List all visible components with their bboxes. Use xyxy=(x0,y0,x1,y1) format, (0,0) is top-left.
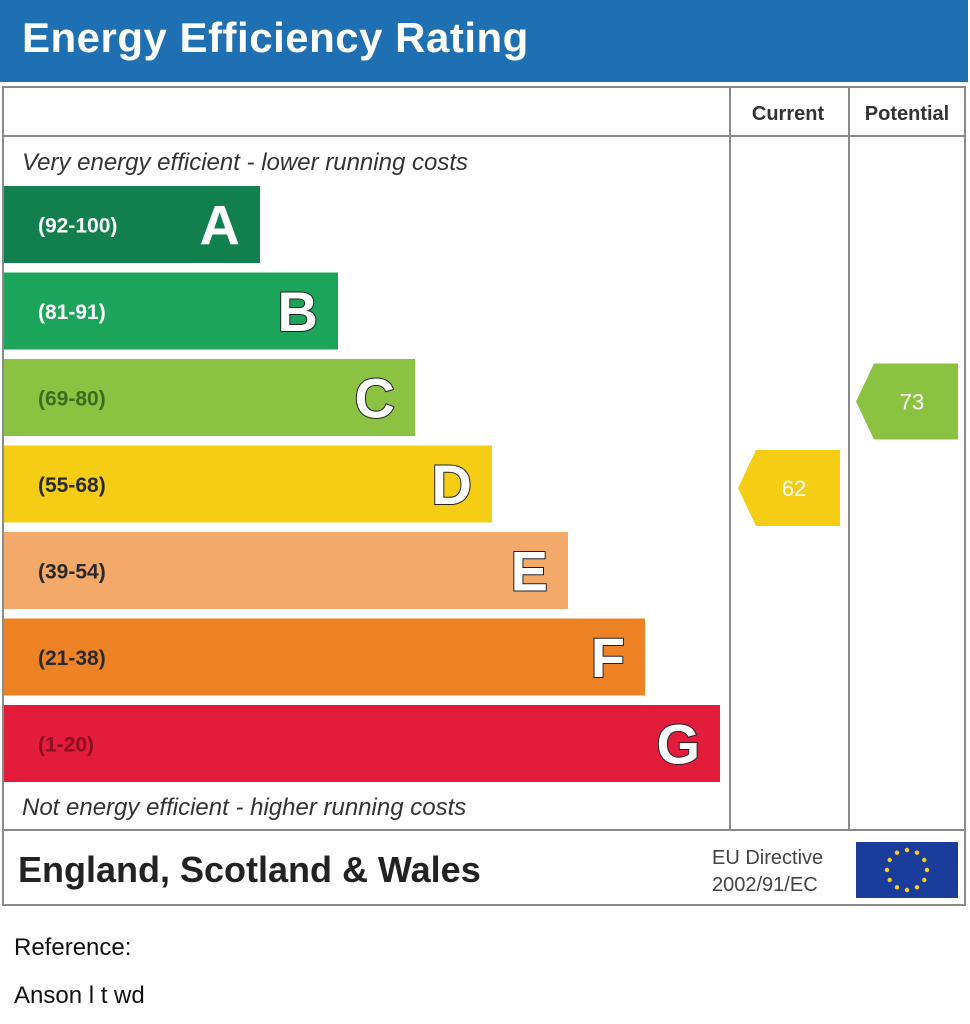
band-b-bar xyxy=(4,272,338,350)
eu-star xyxy=(914,850,920,855)
eu-star xyxy=(887,877,892,883)
band-d-letter: D xyxy=(432,453,472,516)
band-c-range: (69-80) xyxy=(38,388,106,411)
band-e-bar xyxy=(4,532,568,609)
current-rating-value: 62 xyxy=(782,476,806,501)
eu-star xyxy=(884,867,890,873)
eu-star xyxy=(904,847,910,853)
reference-label: Reference: xyxy=(14,934,132,961)
efficient-caption: Very energy efficient - lower running co… xyxy=(22,149,468,176)
energy-rating-chart: Current Potential Very energy efficient … xyxy=(2,88,966,898)
band-c-bar xyxy=(4,359,415,436)
rating-chart-frame xyxy=(2,86,966,906)
current-rating-arrow xyxy=(738,450,840,526)
current-column-header: Current xyxy=(752,103,825,125)
band-f-letter: F xyxy=(591,626,625,689)
region-label: England, Scotland & Wales xyxy=(18,849,481,890)
eu-star xyxy=(887,857,892,863)
eu-star xyxy=(924,867,930,873)
eu-star xyxy=(894,885,900,890)
band-b-letter: B xyxy=(278,280,318,343)
header-banner: Energy Efficiency Rating xyxy=(0,0,968,82)
inefficient-caption: Not energy efficient - higher running co… xyxy=(22,794,466,821)
potential-column-header: Potential xyxy=(865,103,949,125)
band-g-letter: G xyxy=(656,713,700,776)
band-c-letter: C xyxy=(355,367,395,430)
band-f-range: (21-38) xyxy=(38,647,106,670)
eu-star xyxy=(894,850,900,855)
band-a-letter: A xyxy=(200,194,240,257)
eu-star xyxy=(922,877,927,883)
band-g-range: (1-20) xyxy=(38,734,94,757)
rating-markers: 62 73 xyxy=(738,363,958,526)
page-title: Energy Efficiency Rating xyxy=(22,14,529,61)
band-d-range: (55-68) xyxy=(38,474,106,497)
band-a-range: (92-100) xyxy=(38,215,117,238)
potential-rating-arrow xyxy=(856,363,958,440)
band-b-range: (81-91) xyxy=(38,301,106,324)
eu-star xyxy=(904,887,910,893)
directive-label-line2: 2002/91/EC xyxy=(712,874,818,896)
eu-star xyxy=(914,885,920,890)
band-d-bar xyxy=(4,445,492,523)
eu-star xyxy=(922,857,927,863)
reference-value: Anson l t wd xyxy=(14,982,145,1009)
band-f-bar xyxy=(4,618,645,696)
eu-flag-icon xyxy=(856,842,958,898)
band-a-bar xyxy=(4,186,260,263)
potential-rating-value: 73 xyxy=(900,390,924,415)
band-e-range: (39-54) xyxy=(38,561,106,584)
band-g-bar xyxy=(4,705,720,782)
rating-bands: (92-100) A (81-91) B (69-80) C (55-68) D (39-54)… xyxy=(4,186,720,782)
band-e-letter: E xyxy=(511,540,548,603)
directive-label-line1: EU Directive xyxy=(712,847,823,869)
